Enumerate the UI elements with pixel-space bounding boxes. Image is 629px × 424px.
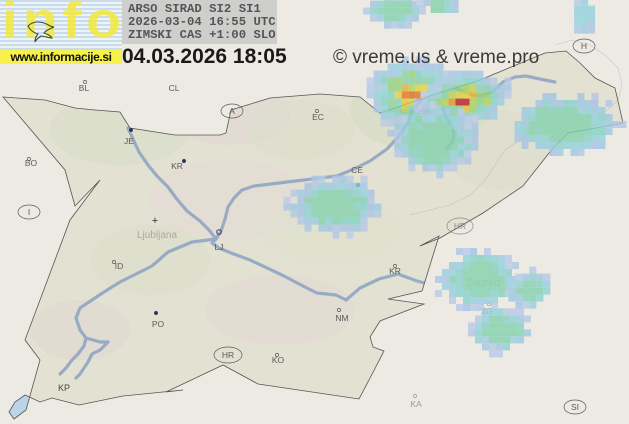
svg-text:NM: NM (335, 313, 348, 323)
svg-text:BL: BL (79, 83, 90, 93)
svg-text:KP: KP (58, 383, 70, 393)
svg-text:PO: PO (152, 319, 165, 329)
svg-text:EC: EC (312, 112, 324, 122)
svg-text:CE: CE (351, 165, 363, 175)
svg-text:KA: KA (410, 399, 422, 409)
svg-text:ID: ID (115, 261, 124, 271)
svg-text:A: A (229, 106, 235, 116)
svg-text:JE: JE (124, 136, 134, 146)
svg-text:KR: KR (389, 266, 401, 276)
svg-text:KO: KO (272, 355, 285, 365)
svg-text:+: + (152, 215, 158, 227)
svg-text:LJ: LJ (215, 242, 224, 252)
svg-text:HR: HR (454, 221, 466, 231)
svg-text:BO: BO (25, 158, 38, 168)
svg-text:Ljubljana: Ljubljana (137, 230, 177, 241)
svg-text:I: I (28, 207, 30, 217)
svg-text:SI: SI (571, 402, 579, 412)
svg-text:CL: CL (169, 83, 180, 93)
svg-text:HR: HR (222, 350, 234, 360)
svg-text:KR: KR (171, 161, 183, 171)
